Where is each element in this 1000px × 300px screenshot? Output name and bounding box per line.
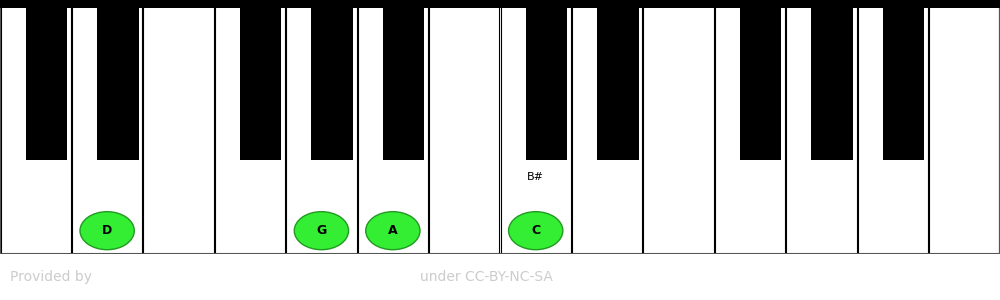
Bar — [597, 0, 639, 160]
Bar — [240, 0, 281, 160]
Ellipse shape — [80, 212, 134, 250]
Bar — [429, 0, 499, 254]
Ellipse shape — [294, 212, 349, 250]
Ellipse shape — [509, 212, 563, 250]
Bar — [383, 0, 424, 160]
Ellipse shape — [366, 212, 420, 250]
Text: C: C — [531, 224, 540, 237]
Text: D: D — [102, 224, 112, 237]
Text: G: G — [316, 224, 327, 237]
Bar — [740, 0, 781, 160]
Bar — [72, 0, 142, 254]
Bar — [526, 0, 567, 160]
Bar — [215, 0, 285, 254]
Bar — [143, 0, 214, 254]
Text: Provided by: Provided by — [10, 270, 92, 284]
Bar — [929, 0, 999, 254]
Bar — [501, 0, 571, 254]
Bar — [643, 0, 714, 254]
Bar — [786, 0, 857, 254]
Text: under CC-BY-NC-SA: under CC-BY-NC-SA — [420, 270, 553, 284]
Bar — [715, 0, 785, 254]
Bar — [358, 0, 428, 254]
Bar — [0, 0, 1000, 8]
Bar — [286, 0, 357, 254]
Bar — [883, 0, 924, 160]
Bar — [97, 0, 139, 160]
Bar — [1, 0, 71, 254]
Text: B#: B# — [527, 172, 544, 182]
Bar — [811, 0, 853, 160]
Bar — [858, 0, 928, 254]
Bar — [311, 0, 353, 160]
Bar — [572, 0, 642, 254]
Bar — [26, 0, 67, 160]
Text: A: A — [388, 224, 398, 237]
